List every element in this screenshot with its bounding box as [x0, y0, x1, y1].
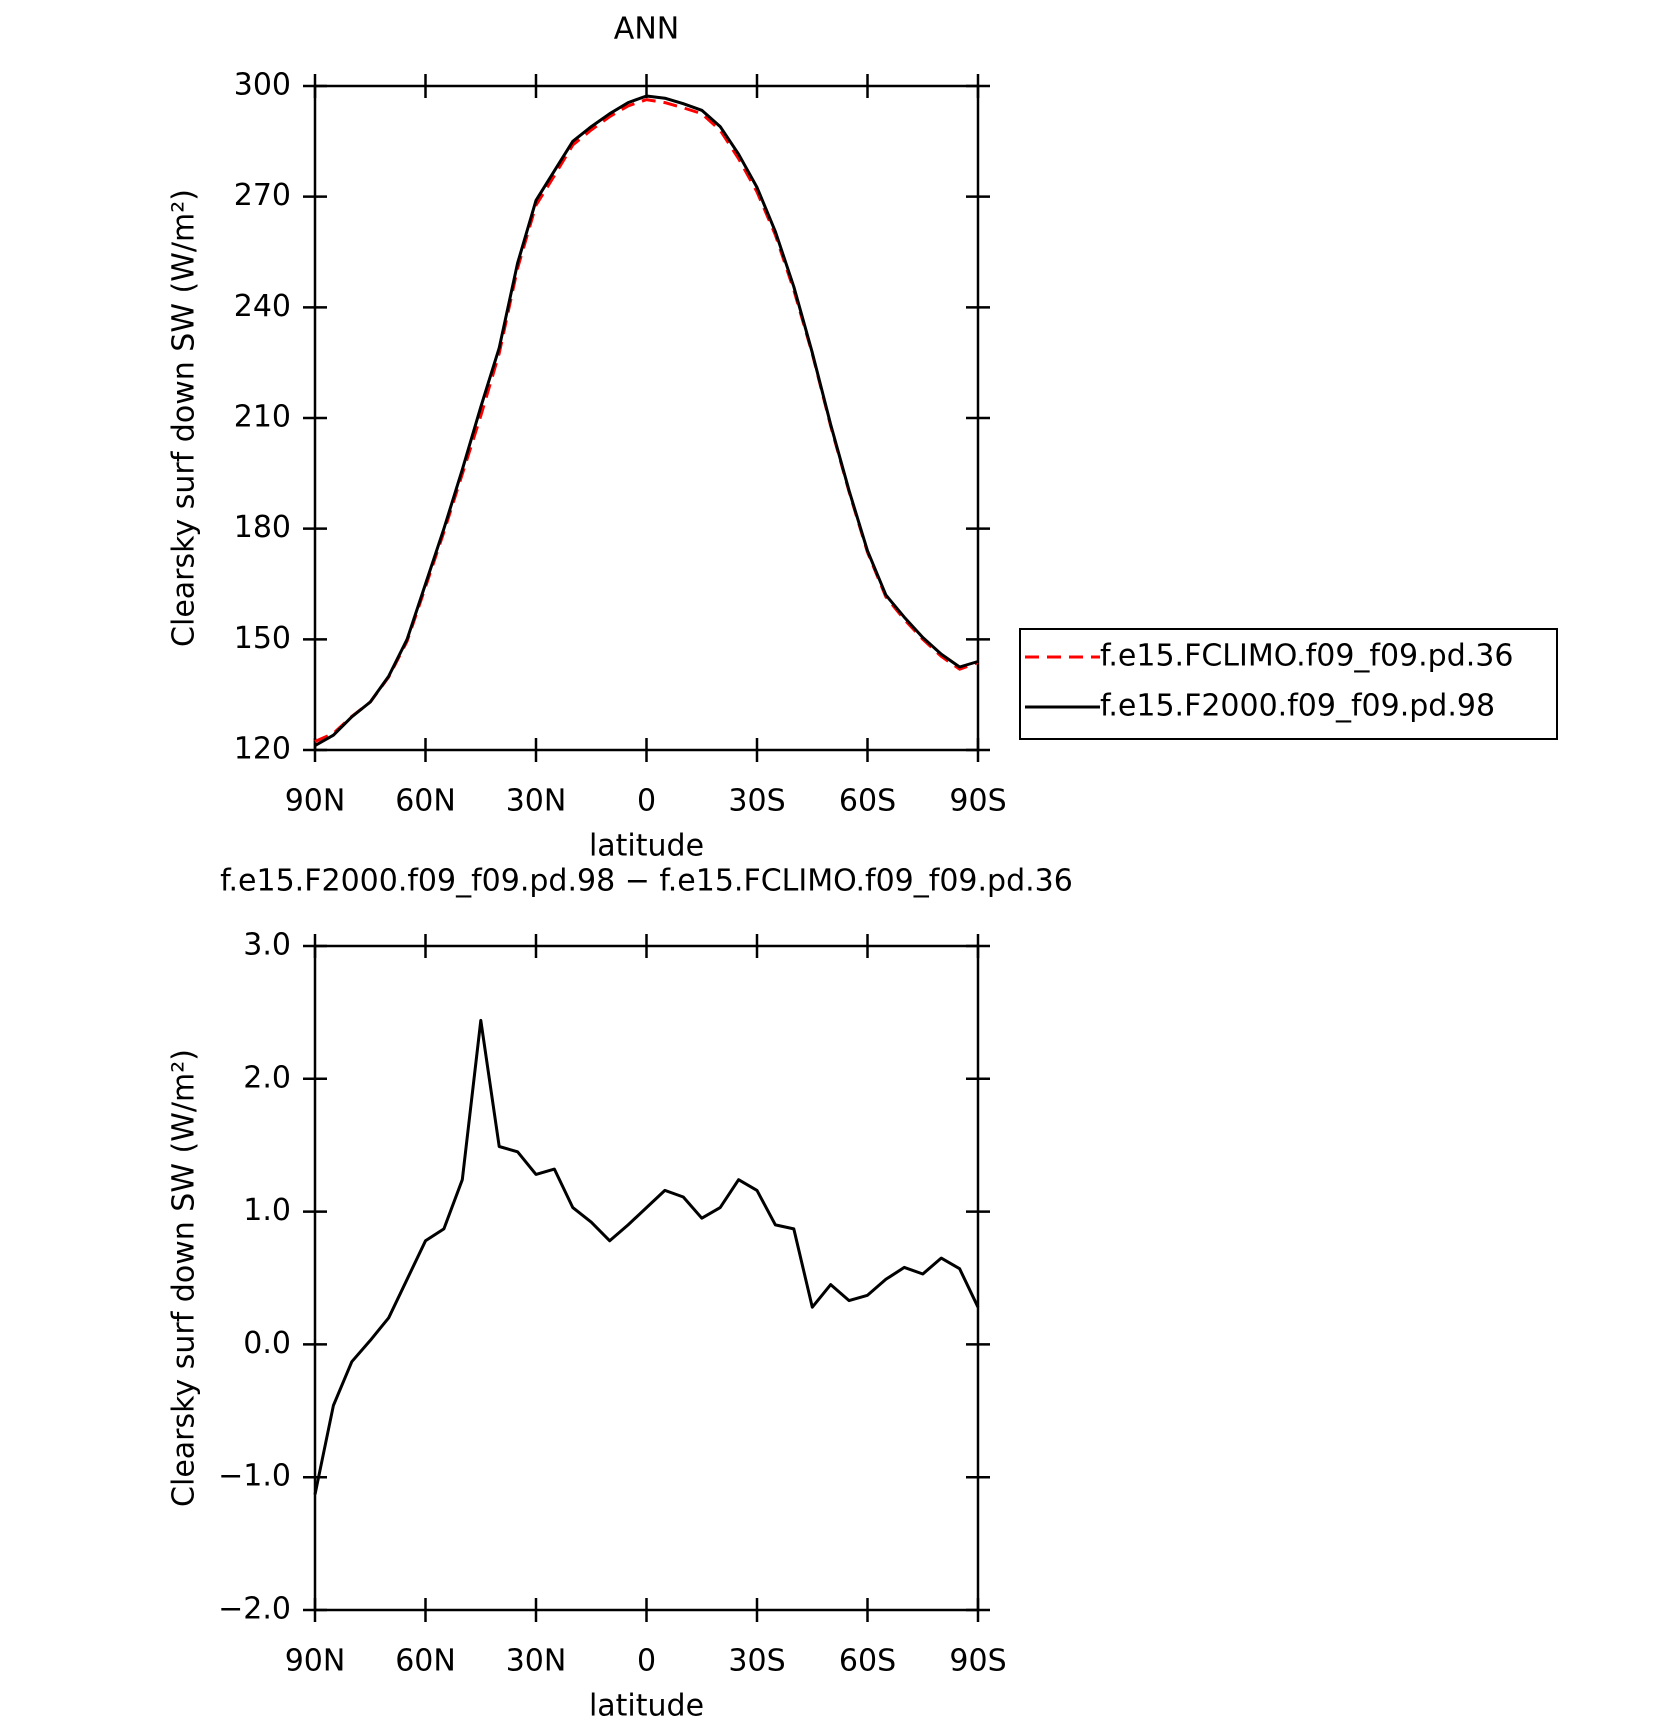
x-tick-label: 60S — [839, 1644, 896, 1679]
x-tick-label: 60S — [839, 784, 896, 819]
y-tick-label: 0.0 — [243, 1326, 291, 1361]
x-tick-label: 90N — [285, 1644, 346, 1679]
y-tick-label: 270 — [234, 178, 291, 213]
x-tick-label: 60N — [395, 1644, 456, 1679]
y-tick-label: −1.0 — [218, 1459, 291, 1494]
plot-frame — [313, 944, 980, 1612]
y-tick-label: −2.0 — [218, 1592, 291, 1627]
x-tick-label: 30S — [728, 784, 785, 819]
x-tick-label: 30N — [506, 784, 567, 819]
data-line — [314, 98, 979, 743]
y-axis-label: Clearsky surf down SW (W/m²) — [167, 1049, 202, 1507]
x-tick-label: 90S — [949, 784, 1006, 819]
x-tick-label: 60N — [395, 784, 456, 819]
plot-frame — [313, 84, 980, 752]
y-axis-label: Clearsky surf down SW (W/m²) — [167, 189, 202, 647]
chart-title: f.e15.F2000.f09_f09.pd.98 − f.e15.FCLIMO… — [220, 864, 1073, 899]
legend-label: f.e15.FCLIMO.f09_f09.pd.36 — [1100, 639, 1513, 674]
y-tick-label: 120 — [234, 732, 291, 767]
y-tick-label: 240 — [234, 289, 291, 324]
y-tick-label: 1.0 — [243, 1193, 291, 1228]
data-line — [313, 1018, 980, 1495]
data-line — [314, 94, 979, 747]
x-tick-label: 90N — [285, 784, 346, 819]
x-tick-label: 0 — [637, 1644, 656, 1679]
y-tick-label: 3.0 — [243, 928, 291, 963]
x-tick-label: 30N — [506, 1644, 567, 1679]
y-tick-label: 180 — [234, 510, 291, 545]
y-tick-label: 2.0 — [243, 1060, 291, 1095]
legend-label: f.e15.F2000.f09_f09.pd.98 — [1100, 689, 1495, 724]
chart-title: ANN — [614, 12, 679, 47]
x-axis-label: latitude — [589, 1689, 704, 1719]
y-tick-label: 300 — [234, 68, 291, 103]
x-axis-label: latitude — [589, 829, 704, 864]
x-tick-label: 30S — [728, 1644, 785, 1679]
x-tick-label: 0 — [637, 784, 656, 819]
y-tick-label: 150 — [234, 621, 291, 656]
x-tick-label: 90S — [949, 1644, 1006, 1679]
y-tick-label: 210 — [234, 400, 291, 435]
legend-box — [1019, 628, 1558, 740]
